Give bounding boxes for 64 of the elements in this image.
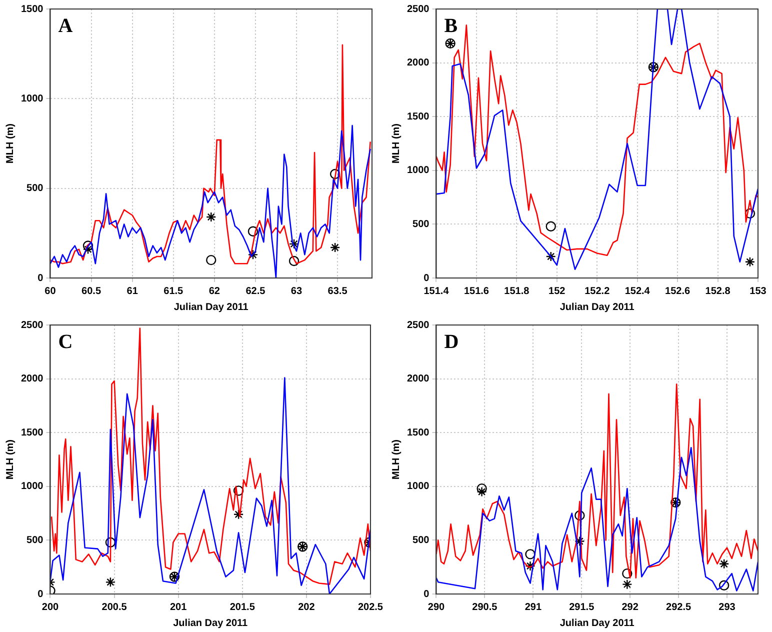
annotation: A bbox=[58, 15, 74, 38]
x-tick-label: 201 bbox=[170, 602, 188, 613]
y-tick-label: 1500 bbox=[406, 427, 430, 438]
x-tick-label: 151.4 bbox=[424, 286, 450, 297]
y-tick-label: 2000 bbox=[406, 374, 430, 385]
y-tick-label: 2500 bbox=[406, 4, 430, 15]
x-axis-title: Julian Day 2011 bbox=[174, 302, 249, 313]
annotation: B bbox=[444, 15, 458, 38]
y-axis-title: MLH (m) bbox=[390, 440, 402, 480]
x-tick-label: 202.5 bbox=[358, 602, 384, 613]
y-tick-label: 1000 bbox=[406, 165, 430, 176]
y-tick-label: 500 bbox=[26, 183, 44, 194]
x-tick-label: 200 bbox=[42, 602, 60, 613]
x-tick-label: 61 bbox=[126, 286, 138, 297]
x-tick-label: 292.5 bbox=[666, 602, 692, 613]
x-tick-label: 152.8 bbox=[705, 286, 731, 297]
x-tick-label: 290 bbox=[428, 602, 446, 613]
x-tick-label: 152.6 bbox=[665, 286, 691, 297]
y-tick-label: 1000 bbox=[20, 481, 44, 492]
x-tick-label: 292 bbox=[622, 602, 639, 613]
y-tick-label: 2000 bbox=[20, 374, 44, 385]
annotation: D bbox=[444, 331, 459, 354]
x-tick-label: 60 bbox=[44, 286, 56, 297]
y-tick-label: 500 bbox=[412, 218, 430, 230]
y-tick-label: 0 bbox=[424, 272, 430, 284]
y-tick-label: 0 bbox=[38, 588, 44, 600]
x-tick-label: 152.4 bbox=[624, 286, 650, 297]
annotation: C bbox=[58, 331, 73, 354]
y-tick-label: 500 bbox=[26, 534, 44, 546]
x-tick-label: 202 bbox=[298, 602, 316, 613]
x-tick-label: 63 bbox=[290, 286, 302, 297]
x-tick-label: 60.5 bbox=[82, 286, 102, 297]
x-tick-label: 151.6 bbox=[464, 286, 490, 297]
y-axis-title: MLH (m) bbox=[4, 440, 16, 480]
x-tick-label: 152.2 bbox=[584, 286, 610, 297]
x-axis-title: Julian Day 2011 bbox=[173, 618, 248, 629]
y-tick-label: 1500 bbox=[20, 4, 44, 15]
y-tick-label: 2000 bbox=[406, 58, 430, 69]
y-tick-label: 1000 bbox=[20, 93, 44, 104]
y-tick-label: 2500 bbox=[20, 320, 44, 331]
x-tick-label: 63.5 bbox=[328, 286, 348, 297]
x-tick-label: 200.5 bbox=[102, 602, 128, 613]
y-axis-title: MLH (m) bbox=[4, 124, 16, 164]
y-tick-label: 1500 bbox=[20, 427, 44, 438]
y-tick-label: 1000 bbox=[406, 481, 430, 492]
y-tick-label: 1500 bbox=[406, 111, 430, 122]
x-tick-label: 62 bbox=[208, 286, 220, 297]
x-tick-label: 290.5 bbox=[472, 602, 498, 613]
y-tick-label: 500 bbox=[412, 534, 430, 546]
x-tick-label: 61.5 bbox=[164, 286, 184, 297]
x-tick-label: 151.8 bbox=[504, 286, 530, 297]
x-tick-label: 153 bbox=[750, 286, 767, 297]
x-tick-label: 291.5 bbox=[569, 602, 595, 613]
x-tick-label: 293 bbox=[718, 602, 736, 613]
x-tick-label: 291 bbox=[524, 602, 542, 613]
x-tick-label: 152 bbox=[548, 286, 566, 297]
y-tick-label: 0 bbox=[38, 272, 44, 284]
y-tick-label: 2500 bbox=[406, 320, 430, 331]
x-tick-label: 201.5 bbox=[230, 602, 256, 613]
x-axis-title: Julian Day 2011 bbox=[560, 618, 635, 629]
y-axis-title: MLH (m) bbox=[390, 124, 402, 164]
x-axis-title: Julian Day 2011 bbox=[560, 302, 635, 313]
y-tick-label: 0 bbox=[424, 588, 430, 600]
x-tick-label: 62.5 bbox=[246, 286, 266, 297]
